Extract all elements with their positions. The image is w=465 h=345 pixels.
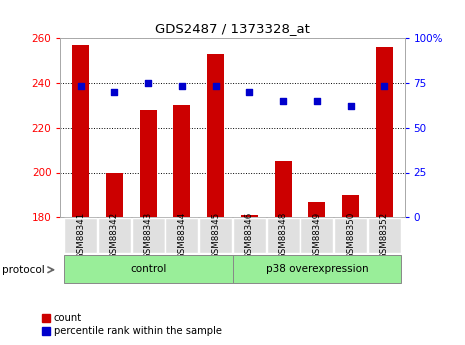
Point (380, 83, 388, 89)
Text: GSM88348: GSM88348 (279, 212, 288, 259)
Text: GSM88342: GSM88342 (110, 212, 119, 259)
Text: protocol: protocol (2, 265, 45, 275)
Point (279, 98, 287, 104)
Text: GSM88345: GSM88345 (211, 212, 220, 259)
Legend: count, percentile rank within the sample: count, percentile rank within the sample (38, 309, 226, 340)
Bar (140, 110, 157, 217)
Text: GSM88349: GSM88349 (312, 212, 321, 259)
Bar (275, 161, 292, 217)
Bar (98, 218, 131, 253)
Bar (308, 201, 326, 217)
Bar (232, 255, 401, 283)
Text: p38 overexpression: p38 overexpression (266, 264, 368, 274)
Bar (368, 218, 401, 253)
Bar (166, 218, 199, 253)
Text: GSM88343: GSM88343 (144, 212, 153, 259)
Point (347, 104, 354, 109)
Bar (207, 53, 224, 217)
Bar (173, 105, 190, 217)
Bar (233, 218, 266, 253)
Bar (334, 218, 367, 253)
Text: GSM88352: GSM88352 (380, 212, 389, 259)
Point (77, 83, 85, 89)
Text: GSM88346: GSM88346 (245, 212, 254, 259)
Text: control: control (130, 264, 166, 274)
Point (246, 89, 253, 95)
Point (313, 98, 320, 104)
Bar (106, 172, 123, 217)
Bar (199, 218, 232, 253)
Text: GSM88344: GSM88344 (177, 212, 186, 259)
Title: GDS2487 / 1373328_at: GDS2487 / 1373328_at (155, 22, 310, 36)
Bar (64, 255, 232, 283)
Bar (300, 218, 333, 253)
Point (111, 89, 118, 95)
Point (145, 80, 152, 86)
Bar (132, 218, 165, 253)
Text: GSM88341: GSM88341 (76, 212, 85, 259)
Text: GSM88350: GSM88350 (346, 212, 355, 259)
Bar (64, 218, 97, 253)
Bar (342, 195, 359, 217)
Bar (266, 218, 299, 253)
Point (178, 83, 186, 89)
Bar (72, 45, 89, 217)
Bar (241, 215, 258, 217)
Bar (376, 47, 393, 217)
Point (212, 83, 219, 89)
